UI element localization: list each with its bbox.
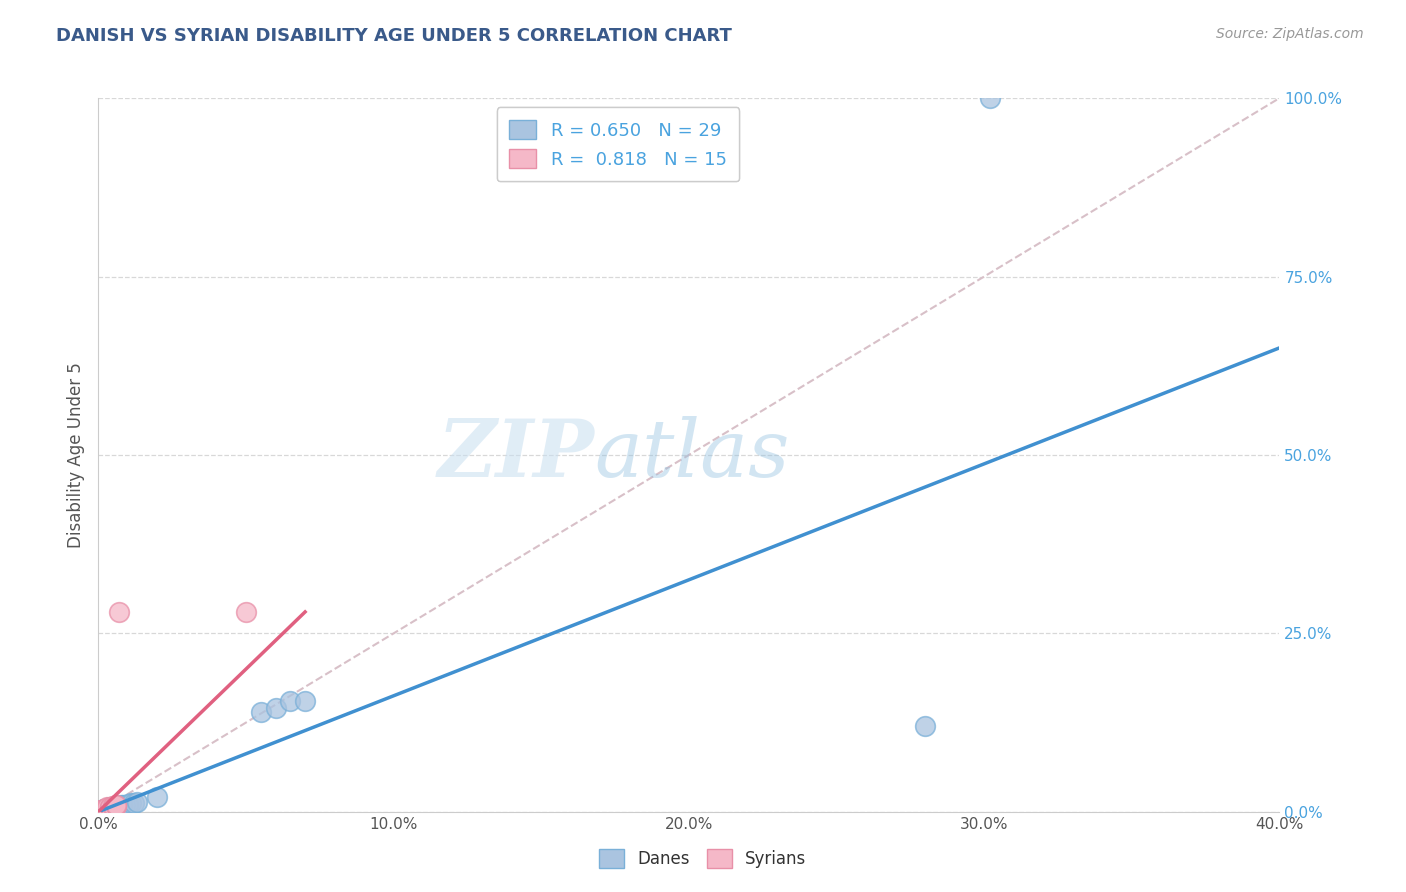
- Point: [979, 91, 1001, 105]
- Point: [93, 802, 115, 816]
- Point: [117, 797, 139, 812]
- Point: [111, 798, 134, 813]
- Text: Source: ZipAtlas.com: Source: ZipAtlas.com: [1216, 27, 1364, 41]
- Point: [117, 797, 139, 811]
- Point: [235, 605, 257, 619]
- Point: [250, 705, 273, 719]
- Point: [96, 801, 118, 815]
- Point: [90, 803, 112, 817]
- Point: [98, 800, 121, 814]
- Legend: R = 0.650   N = 29, R =  0.818   N = 15: R = 0.650 N = 29, R = 0.818 N = 15: [496, 107, 740, 181]
- Point: [103, 799, 125, 814]
- Point: [93, 803, 115, 817]
- Point: [93, 802, 115, 816]
- Point: [103, 799, 125, 814]
- Point: [111, 797, 134, 812]
- Point: [103, 800, 125, 814]
- Point: [108, 605, 131, 619]
- Point: [120, 796, 142, 810]
- Point: [105, 799, 128, 814]
- Point: [96, 800, 118, 814]
- Point: [96, 802, 118, 816]
- Point: [90, 803, 112, 817]
- Point: [103, 799, 125, 814]
- Point: [98, 800, 121, 814]
- Point: [125, 796, 148, 810]
- Text: DANISH VS SYRIAN DISABILITY AGE UNDER 5 CORRELATION CHART: DANISH VS SYRIAN DISABILITY AGE UNDER 5 …: [56, 27, 733, 45]
- Point: [90, 803, 112, 817]
- Point: [98, 801, 121, 815]
- Point: [98, 799, 121, 814]
- Point: [96, 801, 118, 815]
- Point: [90, 803, 112, 817]
- Legend: Danes, Syrians: Danes, Syrians: [593, 843, 813, 875]
- Point: [114, 797, 136, 812]
- Point: [108, 798, 131, 813]
- Point: [914, 719, 936, 733]
- Point: [105, 798, 128, 813]
- Point: [93, 803, 115, 817]
- Point: [146, 790, 169, 805]
- Y-axis label: Disability Age Under 5: Disability Age Under 5: [66, 362, 84, 548]
- Point: [105, 799, 128, 814]
- Point: [105, 797, 128, 812]
- Text: ZIP: ZIP: [437, 417, 595, 493]
- Point: [294, 694, 316, 708]
- Point: [108, 799, 131, 814]
- Point: [105, 799, 128, 814]
- Point: [122, 796, 145, 810]
- Text: atlas: atlas: [595, 417, 790, 493]
- Point: [264, 701, 287, 715]
- Point: [278, 694, 302, 708]
